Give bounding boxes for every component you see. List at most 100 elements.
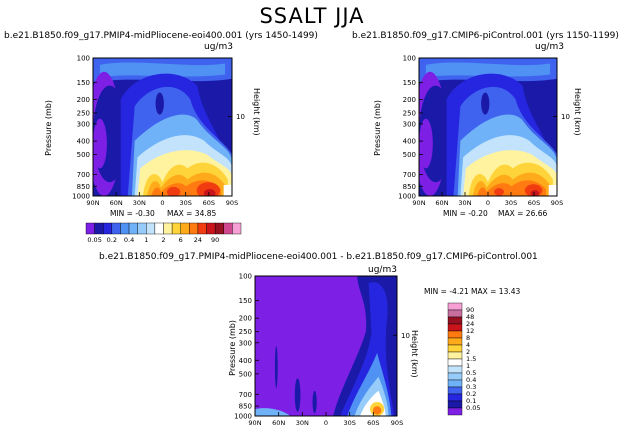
colorbar-swatch (206, 222, 216, 235)
contour-band (548, 184, 557, 196)
contour-band (274, 346, 278, 388)
panel1-ytick-label: 700 (77, 171, 90, 179)
colorbar-swatch (447, 379, 463, 388)
colorbar-swatch (447, 344, 463, 353)
contour-band (372, 406, 382, 415)
panel2-ytick-label: 200 (403, 96, 416, 104)
colorbar-label: 0.2 (107, 236, 117, 244)
colorbar-swatch (447, 316, 463, 325)
colorbar-swatch (214, 222, 224, 235)
colorbar-label: 0.05 (466, 404, 480, 412)
panel2-ytick-label: 300 (403, 120, 416, 128)
contour-band (166, 186, 181, 196)
panel3-xtick-label: 30S (343, 419, 355, 427)
contour-band (155, 92, 164, 115)
panel1-title: b.e21.B1850.f09_g17.PMIP4-midPliocene-eo… (4, 31, 318, 41)
colorbar-label: 24 (466, 320, 474, 328)
panel3-ytick-label: 250 (239, 328, 252, 336)
panel2-xtick-label: 30S (505, 199, 517, 207)
panel2-y2label: Height (km) (573, 88, 582, 136)
colorbar-label: 8 (466, 334, 470, 342)
panel1-y2tick-label: 10 (236, 113, 245, 121)
colorbar-swatch (447, 358, 463, 367)
panel1-ytick-label: 1000 (72, 193, 90, 201)
panel1-xtick-label: 0 (160, 199, 164, 207)
contour-band (312, 390, 317, 414)
panel3-ytick-label: 500 (239, 370, 252, 378)
panel1-field (93, 58, 232, 196)
colorbar-swatch (447, 337, 463, 346)
panel3-xtick-label: 30N (296, 419, 309, 427)
colorbar-swatch (447, 330, 463, 339)
panel3-ytick-label: 400 (239, 357, 252, 365)
colorbar-swatch (146, 222, 156, 235)
panel3-ytick-label: 150 (239, 297, 252, 305)
panel3-xtick-label: 0 (324, 419, 328, 427)
colorbar-label: 1.5 (466, 355, 476, 363)
contour-band (494, 188, 505, 196)
figure-title: SSALT JJA (259, 4, 365, 28)
colorbar-label: 0.1 (466, 397, 476, 405)
colorbar-swatch (447, 372, 463, 381)
colorbar-swatch (137, 222, 147, 235)
colorbar-swatch (120, 222, 130, 235)
panel2-ytick-label: 400 (403, 138, 416, 146)
panel1-ytick-label: 850 (77, 183, 90, 191)
contour-band (530, 190, 540, 196)
panel3-y2tick-label: 10 (401, 332, 410, 340)
panel3-xtick-label: 60N (272, 419, 285, 427)
colorbar-swatch (171, 222, 181, 235)
panel3-ytick-label: 100 (239, 273, 252, 281)
panel2-title: b.e21.B1850.f09_g17.CMIP6-piControl.001 … (352, 31, 619, 41)
panel2-y2tick-label: 10 (561, 113, 570, 121)
panel3-field (255, 276, 397, 416)
panel1-y2label: Height (km) (252, 88, 261, 136)
panel1-ytick-label: 250 (77, 109, 90, 117)
panel2-ytick-label: 250 (403, 109, 416, 117)
colorbar-swatch (447, 351, 463, 360)
panel3-title: b.e21.B1850.f09_g17.PMIP4-midPliocene-eo… (99, 252, 538, 262)
colorbar-label: 2 (161, 236, 165, 244)
contour-band (203, 189, 216, 196)
panel2-ytick-label: 150 (403, 79, 416, 87)
colorbar-swatch (111, 222, 121, 235)
colorbar-label: 24 (194, 236, 202, 244)
colorbar-swatch (447, 302, 463, 311)
colorbar-swatch (128, 222, 138, 235)
panel3-ytick-label: 1000 (234, 413, 252, 421)
panel1-xtick-label: 60S (203, 199, 215, 207)
colorbar-swatch (447, 386, 463, 395)
diff-colorbar (447, 302, 463, 416)
panel3-plot (254, 275, 398, 417)
panel2-plot (418, 57, 558, 197)
panel1-ytick-label: 150 (77, 79, 90, 87)
colorbar-label: 48 (466, 313, 474, 321)
panel1-units: ug/m3 (204, 42, 233, 52)
contour-band (99, 62, 226, 78)
colorbar-swatch (232, 222, 242, 235)
colorbar-swatch (154, 222, 164, 235)
colorbar-label: 0.4 (466, 376, 476, 384)
contour-band (294, 378, 301, 412)
panel1-plot (92, 57, 233, 197)
panel2-ytick-label: 850 (403, 183, 416, 191)
contour-band (419, 118, 433, 169)
colorbar-label: 0.3 (466, 383, 476, 391)
panel2-field (419, 58, 557, 196)
panel2-xtick-label: 30N (458, 199, 471, 207)
contour-band (223, 184, 232, 196)
panel1-ytick-label: 200 (77, 96, 90, 104)
panel1-ytick-label: 400 (77, 138, 90, 146)
panel2-min: MIN = -0.20 (443, 209, 488, 218)
panel1-xtick-label: 30S (179, 199, 191, 207)
colorbar-swatch (197, 222, 207, 235)
panel2-ytick-label: 1000 (398, 193, 416, 201)
panel2-xtick-label: 90S (551, 199, 563, 207)
panel3-xtick-label: 60S (367, 419, 379, 427)
panel3-units: ug/m3 (368, 265, 397, 275)
colorbar-swatch (103, 222, 113, 235)
panel1-max: MAX = 34.85 (167, 209, 217, 218)
panel3-ytick-label: 200 (239, 315, 252, 323)
colorbar-swatch (189, 222, 199, 235)
panel1-min: MIN = -0.30 (110, 209, 155, 218)
